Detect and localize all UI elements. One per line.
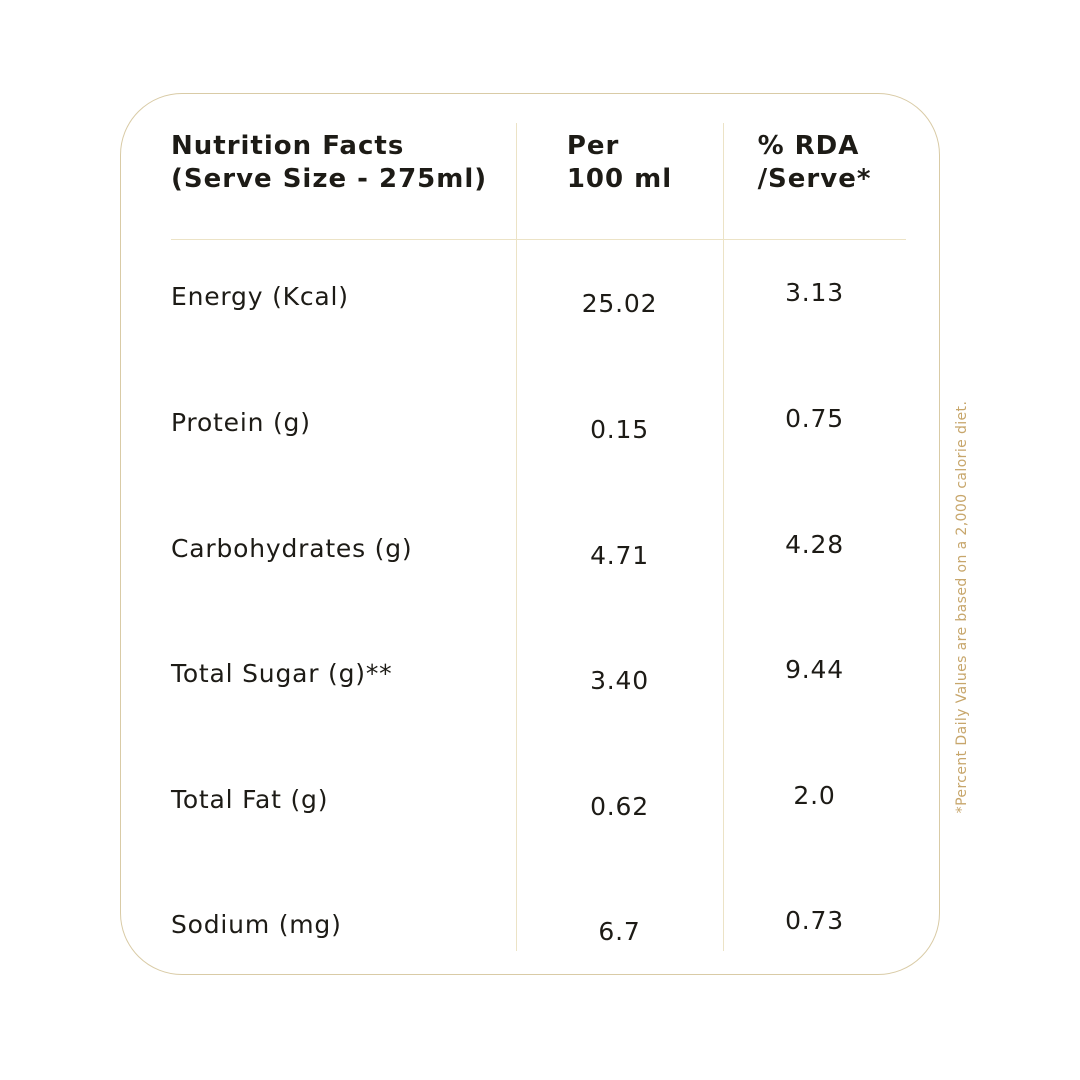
value-per-100ml: 25.02 <box>581 289 658 318</box>
table-row: Total Fat (g) 0.62 2.0 <box>121 781 941 823</box>
header-per-line2: 100 ml <box>566 164 673 194</box>
table-row: Sodium (mg) 6.7 0.73 <box>121 906 941 948</box>
row-label: Energy (Kcal) <box>171 282 349 311</box>
table-row: Protein (g) 0.15 0.75 <box>121 404 941 446</box>
table-row: Energy (Kcal) 25.02 3.13 <box>121 278 941 320</box>
row-label: Total Sugar (g)** <box>171 659 393 688</box>
column-divider-1 <box>516 123 517 951</box>
value-per-100ml: 3.40 <box>590 666 649 695</box>
header-rda-line1: % RDA <box>757 131 860 161</box>
value-rda-per-serve: 2.0 <box>793 781 836 810</box>
nutrition-facts-card: Nutrition Facts (Serve Size - 275ml) Per… <box>120 93 940 975</box>
daily-values-footnote: *Percent Daily Values are based on a 2,0… <box>954 400 970 814</box>
header-rda-line2: /Serve* <box>757 164 872 194</box>
header-rda-per-serve: % RDA /Serve* <box>723 130 906 196</box>
header-per-line1: Per <box>566 131 620 161</box>
value-rda-per-serve: 4.28 <box>785 530 844 559</box>
value-rda-per-serve: 0.75 <box>785 404 844 433</box>
value-per-100ml: 0.62 <box>590 792 649 821</box>
header-nutrition-facts: Nutrition Facts (Serve Size - 275ml) <box>171 130 487 196</box>
column-divider-2 <box>723 123 724 951</box>
row-label: Carbohydrates (g) <box>171 534 413 563</box>
table-row: Carbohydrates (g) 4.71 4.28 <box>121 530 941 572</box>
value-per-100ml: 6.7 <box>598 917 641 946</box>
row-label: Total Fat (g) <box>171 785 329 814</box>
value-per-100ml: 4.71 <box>590 541 649 570</box>
table-row: Total Sugar (g)** 3.40 9.44 <box>121 655 941 697</box>
header-title-line1: Nutrition Facts <box>171 131 405 161</box>
header-divider <box>171 239 906 240</box>
row-label: Protein (g) <box>171 408 311 437</box>
header-per-100ml: Per 100 ml <box>516 130 723 196</box>
header-title-line2: (Serve Size - 275ml) <box>171 164 488 194</box>
value-rda-per-serve: 3.13 <box>785 278 844 307</box>
value-rda-per-serve: 0.73 <box>785 906 844 935</box>
value-per-100ml: 0.15 <box>590 415 649 444</box>
value-rda-per-serve: 9.44 <box>785 655 844 684</box>
row-label: Sodium (mg) <box>171 910 342 939</box>
